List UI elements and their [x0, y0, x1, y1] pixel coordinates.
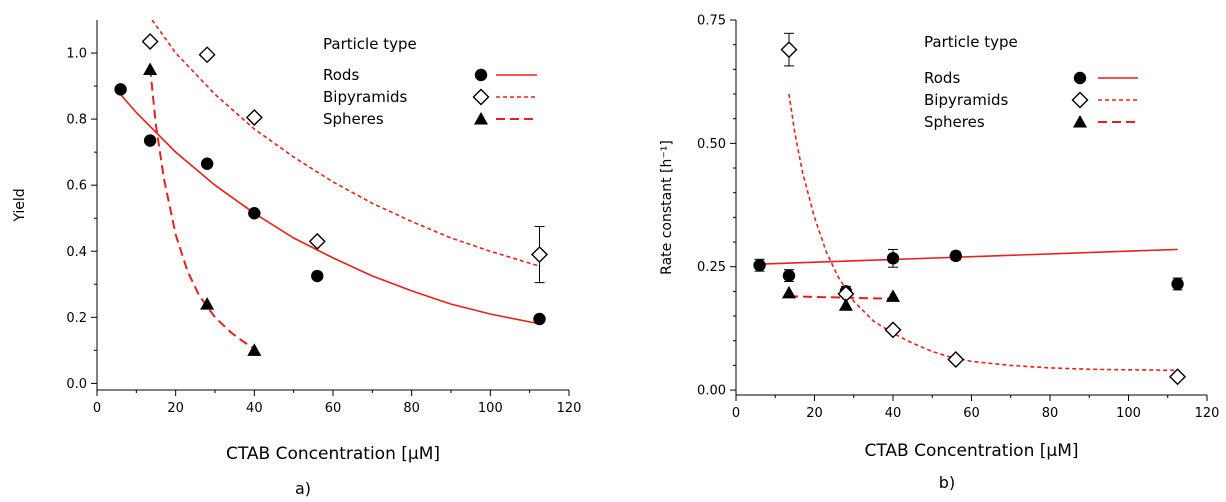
data-point-rods: [949, 249, 962, 263]
legend-marker-bipyramids: [1071, 91, 1089, 109]
legend-label-spheres: Spheres: [323, 110, 384, 128]
x-tick-label: 0: [732, 406, 740, 421]
y-tick-label: 0.00: [697, 384, 726, 399]
x-tick-label: 20: [167, 401, 184, 416]
legend-label-rods: Rods: [323, 66, 359, 84]
data-point-rods: [753, 259, 766, 272]
y-tick-label: 0.4: [66, 245, 87, 260]
chart-panel-b: 0 20 40 60 80 100 120 0.00 0.25 0.50 0.75 CTAB Conc…: [659, 14, 1219, 493]
y-tick-label: 0.8: [66, 113, 87, 128]
x-tick-label: 80: [403, 401, 420, 416]
data-point-spheres: [838, 298, 853, 311]
data-point-rods: [114, 83, 127, 96]
data-point-bipyramids: [780, 41, 798, 59]
data-point-rods: [143, 134, 157, 147]
x-tick-label: 120: [1195, 406, 1220, 421]
y-axis-title: Rate constant [h⁻¹]: [659, 140, 675, 275]
y-tick-label: 0.75: [697, 14, 726, 29]
fit-curve-rods: [759, 248, 1178, 265]
x-tick-label: 40: [885, 406, 902, 421]
fit-curve-bipyramids: [788, 93, 1178, 372]
legend-marker-rods: [1073, 71, 1087, 85]
x-tick-label: 20: [806, 406, 823, 421]
y-tick-label: 0.0: [66, 377, 87, 392]
data-point-rods: [886, 252, 900, 265]
legend-label-rods: Rods: [924, 69, 960, 87]
x-tick-label: 40: [246, 401, 263, 416]
legend-label-spheres: Spheres: [924, 113, 985, 131]
y-tick-label: 1.0: [66, 47, 87, 62]
x-tick-label: 60: [963, 406, 980, 421]
legend-marker-rods: [474, 68, 488, 82]
data-point-spheres: [886, 289, 900, 302]
data-point-rods: [1171, 277, 1184, 291]
fit-curve-bipyramids: [151, 19, 540, 267]
x-axis-title: CTAB Concentration [μM]: [864, 441, 1078, 461]
data-point-bipyramids: [1169, 368, 1187, 386]
data-point-spheres: [781, 285, 796, 299]
x-tick-label: 0: [93, 401, 101, 416]
data-point-rods: [311, 269, 324, 283]
legend-title: Particle type: [924, 33, 1018, 51]
x-tick-label: 100: [1116, 406, 1141, 421]
x-tick-label: 100: [478, 401, 503, 416]
y-tick-label: 0.2: [66, 311, 87, 326]
data-point-rods: [200, 157, 214, 170]
fit-curve-spheres: [149, 67, 255, 350]
legend-marker-spheres: [474, 112, 488, 125]
data-point-bipyramids: [947, 350, 965, 368]
y-tick-label: 0.50: [697, 137, 726, 152]
data-point-spheres: [200, 297, 215, 310]
data-point-rods: [533, 312, 546, 326]
x-tick-label: 80: [1042, 406, 1059, 421]
legend-label-bipyramids: Bipyramids: [924, 91, 1009, 109]
data-point-spheres: [143, 62, 158, 76]
y-axis-title: Yield: [12, 188, 28, 222]
panel-label: a): [295, 479, 311, 498]
legend-marker-bipyramids: [472, 88, 490, 106]
data-point-bipyramids: [531, 246, 548, 264]
x-tick-label: 120: [557, 401, 582, 416]
legend-title: Particle type: [323, 35, 417, 53]
data-point-rods: [248, 207, 261, 220]
legend-label-bipyramids: Bipyramids: [323, 88, 408, 106]
fit-curve-spheres: [788, 295, 894, 300]
chart-panel-a: 0 20 40 60 80 100 120 0.0 0.2 0.4 0.6 0.8 1.0 CTAB Co…: [12, 19, 582, 498]
fit-curve-rods: [116, 89, 540, 325]
data-point-bipyramids: [245, 108, 263, 126]
y-tick-label: 0.25: [697, 260, 726, 275]
y-tick-label: 0.6: [66, 179, 87, 194]
data-point-bipyramids: [884, 321, 902, 339]
x-tick-label: 60: [325, 401, 342, 416]
data-point-spheres: [247, 343, 262, 356]
x-axis-title: CTAB Concentration [μM]: [226, 444, 440, 464]
panel-label: b): [939, 473, 955, 492]
data-point-bipyramids: [308, 232, 326, 250]
data-point-bipyramids: [198, 46, 216, 64]
legend-marker-spheres: [1073, 115, 1087, 128]
data-point-rods: [782, 269, 796, 282]
data-point-bipyramids: [141, 32, 159, 50]
